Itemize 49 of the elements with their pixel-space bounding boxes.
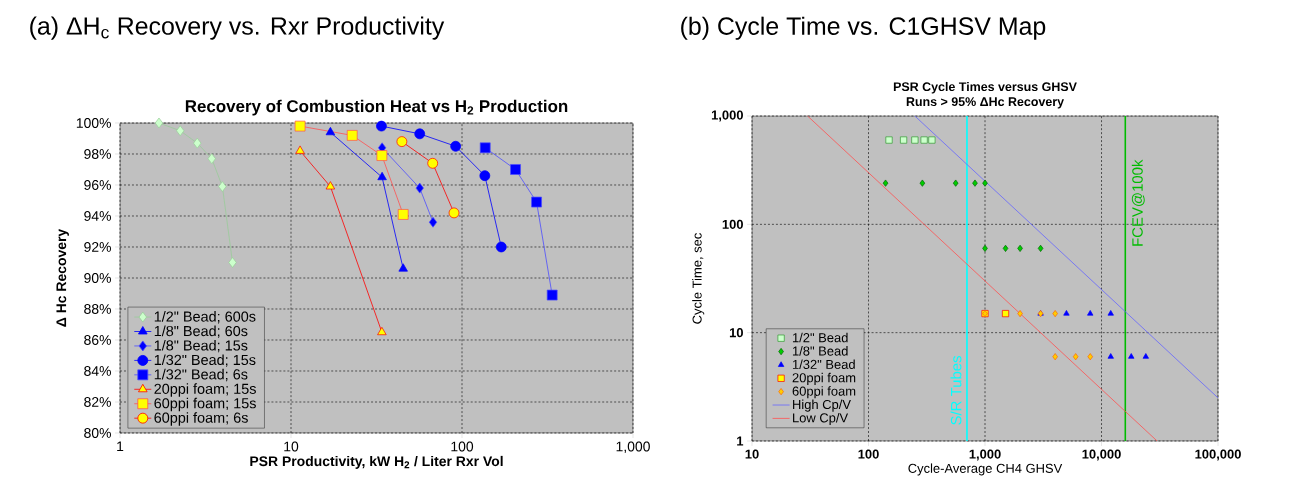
y-axis-title: Cycle Time, sec: [692, 233, 705, 324]
ref-line-label: FCEV@100k: [1131, 159, 1145, 246]
x-tick-label: 1,000: [969, 449, 1001, 461]
x-tick-label: 10,000: [1082, 449, 1121, 461]
x-tick-label: 10: [284, 441, 299, 452]
chart-title: (b) Cycle Time vs. C1GHSV Map: [681, 16, 1046, 40]
x-tick-label: 100: [451, 441, 474, 452]
legend-label: 1/8" Bead: [792, 346, 848, 356]
x-tick-label: 10: [745, 449, 759, 459]
ref-line-label: S/R Tubes: [950, 355, 962, 425]
y-axis-title: Δ Hc Recovery: [56, 228, 69, 327]
legend-label: 60ppi foam: [792, 386, 856, 399]
x-tick-label: 1: [117, 441, 124, 452]
y-tick-label: 80%: [84, 428, 111, 438]
x-tick-label: 1,000: [616, 441, 650, 454]
x-axis-title: Cycle-Average CH4 GHSV: [908, 463, 1063, 476]
chart-title: (a) ΔH$_{c}$ Recovery vs. Rxr Productivity: [30, 16, 445, 40]
y-tick-label: 84%: [84, 366, 111, 376]
y-tick-label: 92%: [84, 242, 111, 252]
y-tick-label: 94%: [84, 211, 111, 221]
legend-label: 20ppi foam: [792, 372, 856, 385]
y-tick-label: 98%: [84, 149, 111, 159]
x-tick-label: 100: [858, 449, 879, 459]
legend-label: 1/2" Bead: [792, 332, 848, 343]
y-tick-label: 82%: [84, 397, 111, 407]
y-tick-label: 100: [722, 219, 743, 229]
legend-label: 60ppi foam; 6s: [154, 412, 248, 426]
legend-label: 1/2" Bead; 600s: [154, 311, 256, 324]
y-tick-label: 1,000: [711, 110, 743, 122]
legend-label: 1/8" Bead; 60s: [154, 325, 248, 338]
legend-label: Low Cp/V: [793, 412, 849, 426]
legend-label: 1/32" Bead; 6s: [154, 368, 248, 382]
chart-subtitle: PSR Cycle Times versus GHSV: [893, 81, 1077, 94]
legend-label: 1/32" Bead; 15s: [154, 354, 256, 367]
x-tick-label: 100,000: [1195, 449, 1241, 461]
legend-label: 1/8" Bead; 15s: [154, 339, 248, 353]
text: Runs > 95% ΔHc Recovery: [906, 97, 1064, 109]
legend-label: 60ppi foam; 15s: [154, 397, 256, 412]
chart-subtitle: Recovery of Combustion Heat vs H$_{2}$ Production: [185, 99, 568, 116]
y-tick-label: 96%: [84, 180, 111, 190]
y-tick-label: 86%: [84, 335, 111, 345]
legend-label: 1/32" Bead: [792, 359, 855, 369]
y-tick-label: 100%: [76, 118, 111, 128]
y-tick-label: 88%: [84, 304, 111, 314]
legend-label: High Cp/V: [793, 399, 851, 412]
legend-label: 20ppi foam; 15s: [154, 383, 256, 397]
y-tick-label: 10: [729, 328, 743, 338]
x-axis-title: PSR Productivity, kW H$_{2}$ / Liter Rxr Vol: [250, 455, 503, 469]
y-tick-label: 90%: [84, 273, 111, 283]
